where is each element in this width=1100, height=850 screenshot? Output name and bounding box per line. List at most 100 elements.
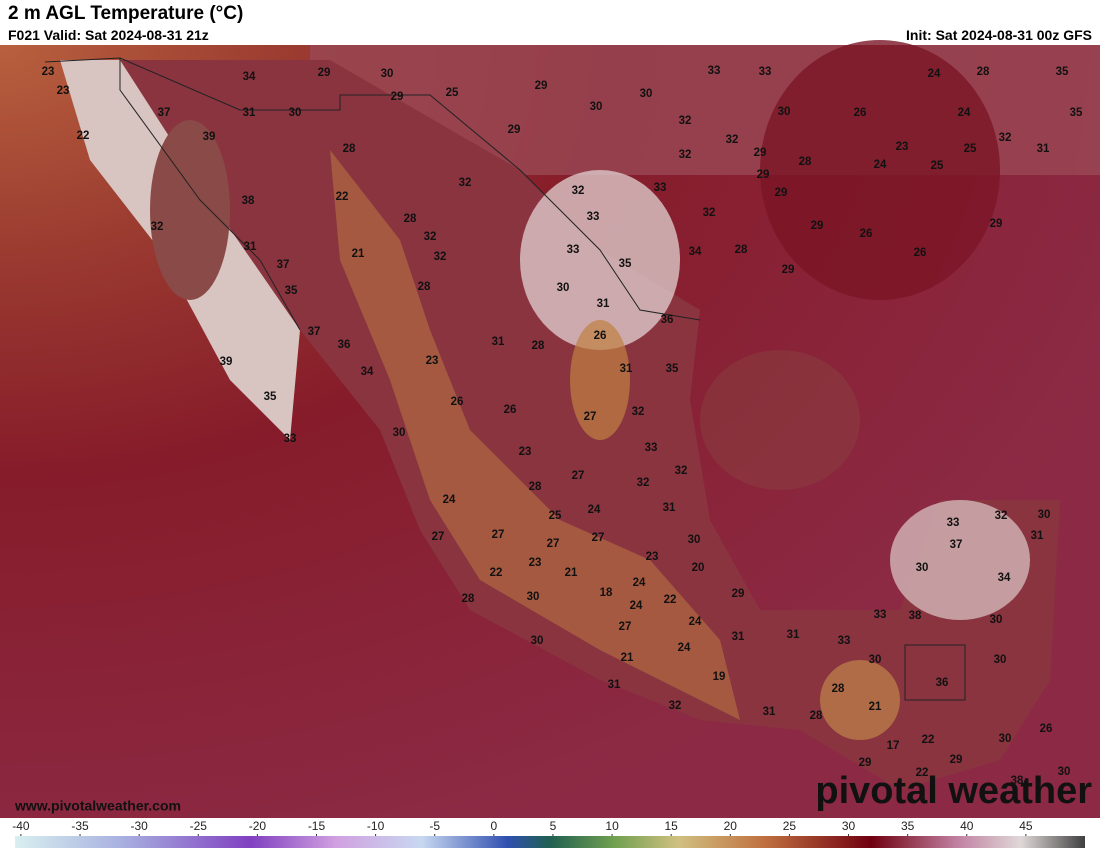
temperature-label: 37 (277, 259, 290, 271)
temperature-label: 30 (557, 282, 570, 294)
temperature-label: 36 (338, 339, 351, 351)
temperature-label: 29 (990, 218, 1003, 230)
temperature-label: 29 (732, 588, 745, 600)
temperature-label: 24 (630, 600, 643, 612)
temperature-label: 38 (242, 195, 255, 207)
temperature-label: 22 (664, 594, 677, 606)
temperature-label: 23 (42, 66, 55, 78)
temperature-label: 28 (418, 281, 431, 293)
colorbar-tick-label: -10 (367, 819, 385, 833)
temperature-label: 31 (620, 363, 633, 375)
temperature-label: 30 (590, 101, 603, 113)
colorbar: -40 -35 -30 -25 -20 -15 -10 -5 0 5 10 15 20 25 30 35 40 4… (12, 819, 1085, 848)
temperature-label: 26 (1040, 723, 1053, 735)
colorbar-tick-label: -15 (308, 819, 326, 833)
temperature-label: 29 (535, 80, 548, 92)
temperature-label: 31 (1031, 530, 1044, 542)
temperature-label: 30 (990, 614, 1003, 626)
temperature-label: 33 (654, 182, 667, 194)
temperature-label: 28 (977, 66, 990, 78)
temperature-label: 29 (391, 91, 404, 103)
temperature-label: 27 (592, 532, 605, 544)
temperature-label: 32 (572, 185, 585, 197)
temperature-label: 28 (462, 593, 475, 605)
temperature-label: 28 (735, 244, 748, 256)
colorbar-tick-label: 25 (783, 819, 797, 833)
temperature-label: 28 (832, 683, 845, 695)
temperature-label: 18 (600, 587, 613, 599)
colorbar-tick-label: -20 (249, 819, 267, 833)
temperature-label: 22 (490, 567, 503, 579)
logo: pivotal weather (815, 770, 1092, 812)
colorbar-tick-label: -35 (71, 819, 89, 833)
temperature-label: 24 (633, 577, 646, 589)
temperature-label: 30 (994, 654, 1007, 666)
temperature-label: 26 (594, 330, 607, 342)
temperature-label: 28 (529, 481, 542, 493)
temperature-label: 27 (584, 411, 597, 423)
temperature-label: 32 (703, 207, 716, 219)
temperature-label: 27 (492, 529, 505, 541)
temperature-label: 24 (958, 107, 971, 119)
temperature-label: 32 (679, 115, 692, 127)
temperature-label: 35 (619, 258, 632, 270)
temperature-label: 30 (869, 654, 882, 666)
temperature-label: 24 (588, 504, 601, 516)
temperature-label: 32 (726, 134, 739, 146)
init-time: Init: Sat 2024-08-31 00z GFS (906, 27, 1092, 43)
temperature-label: 27 (547, 538, 560, 550)
temperature-label: 23 (646, 551, 659, 563)
watermark-url: www.pivotalweather.com (14, 798, 181, 814)
temperature-label: 22 (916, 767, 929, 779)
temperature-label: 36 (661, 314, 674, 326)
temperature-label: 33 (284, 433, 297, 445)
temperature-label: 34 (243, 71, 256, 83)
temperature-label: 33 (567, 244, 580, 256)
temperature-label: 30 (527, 591, 540, 603)
temperature-label: 23 (896, 141, 909, 153)
temperature-label: 39 (220, 356, 233, 368)
temperature-label: 31 (492, 336, 505, 348)
temperature-label: 28 (404, 213, 417, 225)
temperature-label: 35 (1070, 107, 1083, 119)
colorbar-tick-label: -25 (190, 819, 208, 833)
temperature-label: 33 (838, 635, 851, 647)
temperature-label: 37 (950, 539, 963, 551)
temperature-label: 37 (158, 107, 171, 119)
temperature-label: 22 (77, 130, 90, 142)
temperature-label: 32 (434, 251, 447, 263)
temperature-label: 31 (732, 631, 745, 643)
colorbar-tick-label: 5 (550, 819, 557, 833)
temperature-label: 35 (264, 391, 277, 403)
temperature-label: 32 (459, 177, 472, 189)
temperature-label: 33 (645, 442, 658, 454)
temperature-label: 29 (318, 67, 331, 79)
temperature-label: 22 (922, 734, 935, 746)
temperature-label: 30 (1058, 766, 1071, 778)
temperature-label: 33 (708, 65, 721, 77)
borders (44, 57, 966, 701)
valid-time: F021 Valid: Sat 2024-08-31 21z (8, 27, 209, 43)
temperature-label: 28 (810, 710, 823, 722)
temperature-label: 30 (289, 107, 302, 119)
temperature-label: 23 (529, 557, 542, 569)
temperature-label: 32 (675, 465, 688, 477)
temperature-label: 32 (999, 132, 1012, 144)
temperature-label: 38 (909, 610, 922, 622)
temperature-label: 30 (999, 733, 1012, 745)
colorbar-tick-label: -5 (429, 819, 440, 833)
temperature-label: 33 (947, 517, 960, 529)
temperature-label: 32 (669, 700, 682, 712)
temperature-label: 26 (860, 228, 873, 240)
temperature-label: 26 (854, 107, 867, 119)
colorbar-tick-label: 30 (842, 819, 856, 833)
temperature-label: 37 (308, 326, 321, 338)
temperature-label: 30 (381, 68, 394, 80)
temperature-label: 38 (1011, 775, 1024, 787)
title: 2 m AGL Temperature (°C) (8, 3, 244, 24)
temperature-label: 34 (689, 246, 702, 258)
temperature-label: 30 (1038, 509, 1051, 521)
